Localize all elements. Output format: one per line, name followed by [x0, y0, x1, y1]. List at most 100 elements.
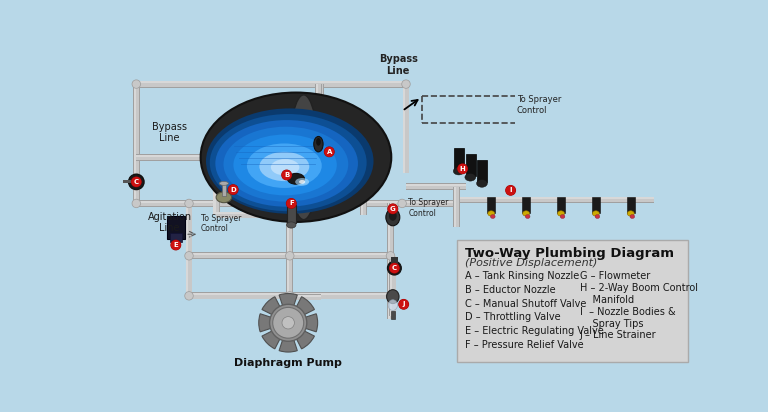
- Circle shape: [324, 146, 335, 157]
- Bar: [287, 296, 292, 323]
- Circle shape: [282, 170, 292, 180]
- Text: Bypass
Line: Bypass Line: [152, 122, 187, 143]
- Text: J: J: [402, 301, 405, 307]
- Circle shape: [399, 299, 409, 309]
- Bar: [136, 201, 410, 203]
- Bar: [287, 204, 289, 256]
- Text: C: C: [134, 179, 139, 185]
- Bar: [286, 296, 293, 323]
- Bar: [453, 187, 460, 227]
- Bar: [315, 84, 322, 138]
- Bar: [390, 311, 396, 319]
- Circle shape: [387, 261, 402, 275]
- Bar: [317, 84, 324, 119]
- Bar: [402, 200, 460, 207]
- Bar: [189, 293, 390, 295]
- Bar: [216, 176, 305, 178]
- Bar: [189, 293, 390, 299]
- Circle shape: [184, 291, 194, 300]
- Circle shape: [386, 251, 396, 260]
- Bar: [406, 183, 466, 190]
- Text: B – Eductor Nozzle: B – Eductor Nozzle: [465, 285, 555, 295]
- Circle shape: [286, 198, 296, 209]
- Circle shape: [281, 170, 292, 180]
- Bar: [216, 176, 305, 182]
- Bar: [287, 296, 290, 323]
- Bar: [402, 201, 460, 206]
- Text: Spray Tips: Spray Tips: [580, 318, 643, 328]
- Circle shape: [185, 252, 193, 260]
- Text: G: G: [390, 206, 396, 212]
- Circle shape: [185, 199, 193, 207]
- Circle shape: [131, 176, 142, 187]
- Ellipse shape: [523, 211, 530, 216]
- Bar: [456, 197, 654, 199]
- Bar: [286, 205, 296, 223]
- Ellipse shape: [247, 143, 322, 188]
- Circle shape: [505, 185, 516, 196]
- Bar: [289, 204, 294, 219]
- Ellipse shape: [287, 173, 304, 184]
- Bar: [388, 256, 390, 319]
- Text: E: E: [174, 242, 178, 248]
- Wedge shape: [279, 293, 297, 323]
- Bar: [454, 148, 464, 170]
- Circle shape: [505, 185, 515, 195]
- Bar: [214, 176, 219, 215]
- Bar: [216, 176, 305, 182]
- Text: E – Electric Regulating Valve: E – Electric Regulating Valve: [465, 326, 604, 336]
- Circle shape: [457, 164, 468, 174]
- Bar: [390, 256, 392, 316]
- Circle shape: [386, 252, 395, 260]
- Bar: [387, 256, 394, 319]
- Bar: [286, 256, 293, 319]
- Bar: [387, 204, 394, 256]
- Ellipse shape: [491, 215, 495, 218]
- Ellipse shape: [316, 138, 321, 146]
- Circle shape: [282, 317, 294, 329]
- Bar: [390, 256, 396, 316]
- Bar: [316, 84, 321, 138]
- Circle shape: [185, 292, 193, 300]
- Bar: [592, 197, 600, 213]
- Text: F: F: [289, 201, 293, 206]
- Ellipse shape: [223, 127, 348, 201]
- Text: H: H: [460, 166, 465, 172]
- Bar: [170, 233, 182, 242]
- Circle shape: [228, 185, 238, 194]
- Text: H – 2-Way Boom Control: H – 2-Way Boom Control: [580, 283, 697, 293]
- Circle shape: [402, 80, 410, 88]
- Circle shape: [132, 199, 141, 207]
- Text: I: I: [509, 187, 512, 193]
- Text: J – Line Strainer: J – Line Strainer: [580, 330, 656, 340]
- Circle shape: [399, 199, 406, 207]
- Bar: [286, 204, 293, 256]
- Bar: [290, 294, 321, 300]
- Wedge shape: [262, 297, 288, 323]
- Bar: [133, 84, 140, 204]
- Ellipse shape: [215, 120, 358, 207]
- Ellipse shape: [210, 114, 366, 211]
- Bar: [136, 82, 406, 84]
- Text: A – Tank Rinsing Nozzle: A – Tank Rinsing Nozzle: [465, 271, 579, 281]
- Bar: [136, 154, 216, 160]
- Wedge shape: [279, 323, 297, 352]
- Text: (Positive Displacement): (Positive Displacement): [465, 258, 598, 269]
- Bar: [290, 295, 321, 300]
- Bar: [222, 183, 227, 196]
- Circle shape: [132, 80, 141, 88]
- Text: D – Throttling Valve: D – Throttling Valve: [465, 312, 561, 323]
- Wedge shape: [288, 297, 314, 323]
- Circle shape: [389, 263, 399, 273]
- Bar: [318, 84, 320, 119]
- Bar: [216, 211, 290, 218]
- Bar: [187, 204, 192, 256]
- Circle shape: [286, 199, 296, 208]
- Bar: [213, 176, 220, 215]
- Circle shape: [184, 251, 194, 260]
- Bar: [136, 154, 216, 161]
- Ellipse shape: [630, 215, 634, 218]
- Text: To Sprayer
Control: To Sprayer Control: [409, 198, 449, 218]
- Ellipse shape: [295, 178, 310, 186]
- Text: Two-Way Plumbing Diagram: Two-Way Plumbing Diagram: [465, 247, 674, 260]
